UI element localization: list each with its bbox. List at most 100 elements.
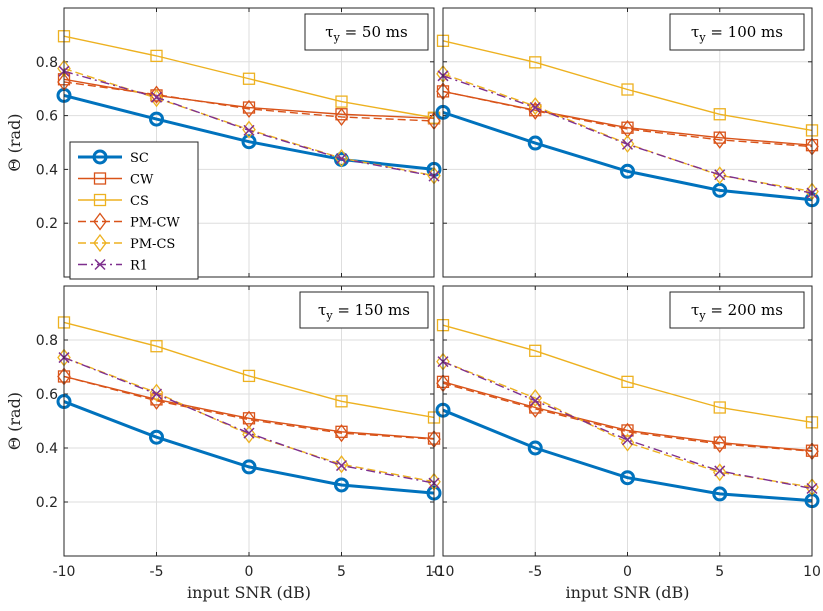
data-point <box>334 424 349 443</box>
data-point <box>150 49 163 63</box>
series-r1 <box>437 356 818 495</box>
data-point <box>335 395 348 408</box>
series-line <box>442 110 813 202</box>
legend-marker <box>93 172 107 185</box>
data-point <box>712 130 727 149</box>
data-point <box>713 401 726 414</box>
x-tick-label: -10 <box>432 564 455 580</box>
series-line <box>442 381 813 452</box>
legend-label: CS <box>130 194 149 209</box>
x-tick-label: 5 <box>337 564 346 580</box>
legend-marker <box>94 258 106 271</box>
annotation-text: τy = 100 ms <box>691 23 783 44</box>
legend-label: PM-CS <box>130 237 175 252</box>
data-point <box>712 166 727 185</box>
x-tick-label: 10 <box>803 564 821 580</box>
x-tick-label: -5 <box>150 564 164 580</box>
data-point <box>620 119 635 139</box>
x-tick-label: 10 <box>425 564 443 580</box>
series-line <box>63 356 435 483</box>
y-tick-label: 0.6 <box>36 109 58 125</box>
legend-label: SC <box>130 151 149 166</box>
annotation-box <box>669 291 805 329</box>
legend-entry-cw: CW <box>78 172 154 188</box>
data-point <box>713 108 726 121</box>
data-point <box>620 433 635 452</box>
legend: SC CW CS PM-CW PM-CS R1 <box>69 141 199 280</box>
x-tick-label: 5 <box>715 564 724 580</box>
y-tick-label: 0.4 <box>36 162 58 178</box>
x-axis-label: input SNR (dB) <box>187 583 311 602</box>
series-line <box>442 382 813 452</box>
legend-box <box>69 141 199 280</box>
data-point <box>149 429 164 445</box>
series-line <box>63 35 435 119</box>
data-point <box>620 163 635 179</box>
axes-box <box>63 7 435 278</box>
legend-entry-pm-cs: PM-CS <box>78 233 175 253</box>
data-point <box>527 440 543 456</box>
x-tick-label: 0 <box>245 564 254 580</box>
data-point <box>241 459 257 475</box>
data-point <box>242 72 256 85</box>
legend-label: R1 <box>130 259 148 274</box>
y-axis-label: Θ (rad) <box>5 113 24 171</box>
data-point <box>149 85 164 104</box>
data-point <box>714 169 726 181</box>
data-point <box>527 135 543 151</box>
data-point <box>335 95 348 108</box>
annotation-text: τy = 200 ms <box>691 301 783 322</box>
data-point <box>243 427 255 439</box>
data-point <box>243 124 255 136</box>
y-tick-label: 0.2 <box>36 495 58 511</box>
panel-3: 0.2 0.4 0.6 0.8 Θ (rad) -10 -5 0 5 10 input SNR (d… <box>5 285 443 602</box>
legend-marker <box>93 212 107 231</box>
axes-box <box>442 7 813 278</box>
data-point <box>529 395 541 407</box>
data-point <box>621 434 634 446</box>
data-point <box>528 388 543 408</box>
annotation-box <box>304 13 429 51</box>
data-point <box>149 89 164 108</box>
series-line <box>442 408 813 503</box>
series-line <box>63 321 435 419</box>
legend-entry-cs: CS <box>78 193 149 209</box>
data-point <box>335 460 348 472</box>
legend-marker <box>92 149 108 165</box>
data-point <box>242 99 256 118</box>
x-tick-label: 0 <box>623 564 632 580</box>
data-point <box>242 369 256 383</box>
data-point <box>620 470 635 486</box>
x-tick-label: -10 <box>53 564 76 580</box>
annotation-text: τy = 150 ms <box>318 301 410 322</box>
panel-2: τy = 100 ms <box>435 7 820 278</box>
series-sc <box>435 402 820 509</box>
y-tick-label: 0.2 <box>36 216 58 232</box>
y-tick-label: 0.6 <box>36 387 58 403</box>
legend-entry-pm-cw: PM-CW <box>78 212 180 231</box>
data-point <box>529 344 542 357</box>
y-tick-label: 0.8 <box>36 333 58 349</box>
y-tick-label: 0.8 <box>36 55 58 71</box>
data-point <box>714 465 726 477</box>
data-point <box>150 91 163 103</box>
y-tick-label: 0.4 <box>36 441 58 457</box>
data-point <box>335 153 348 165</box>
annotation-text: τy = 50 ms <box>325 23 407 44</box>
legend-entry-sc: SC <box>78 149 149 166</box>
data-point <box>241 134 257 150</box>
data-point <box>242 410 256 429</box>
data-point <box>712 486 728 502</box>
data-point <box>621 138 634 150</box>
legend-entry-r1: R1 <box>78 259 148 274</box>
data-point <box>621 83 634 96</box>
axes-box <box>442 285 813 557</box>
data-point <box>621 375 634 389</box>
annotation-box <box>669 13 805 51</box>
series-line <box>442 40 813 132</box>
series-line <box>63 81 435 122</box>
data-point <box>334 477 349 493</box>
series-line <box>63 400 435 495</box>
data-point <box>150 340 163 353</box>
